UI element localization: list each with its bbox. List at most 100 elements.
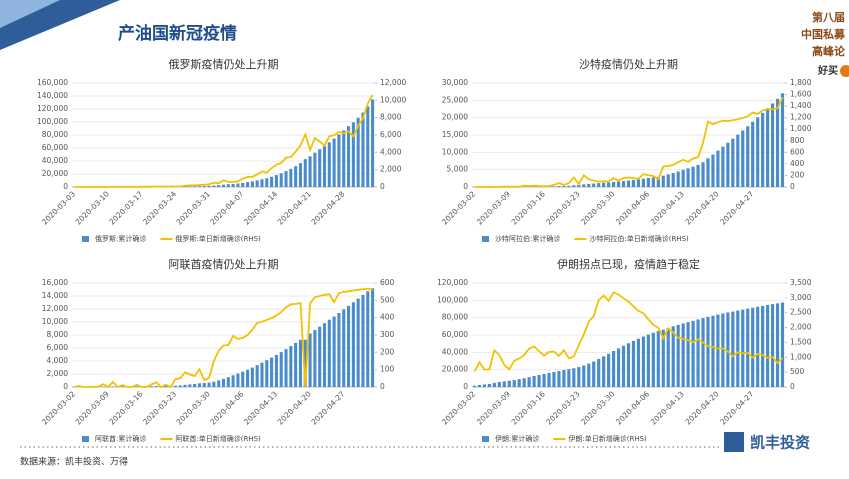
bar [299, 163, 302, 187]
bar [562, 186, 565, 187]
bar [289, 346, 292, 387]
legend-label: 阿联酋:单日新增确诊(RHS) [175, 434, 261, 443]
bar [622, 181, 625, 187]
bar [542, 374, 545, 387]
y2-tick-label: 2,500 [790, 308, 812, 317]
y2-tick-label: 200 [790, 170, 805, 179]
bar [232, 375, 235, 387]
bar [547, 373, 550, 387]
legend-label: 俄罗斯:单日新增确诊(RHS) [175, 234, 261, 243]
bar [260, 363, 263, 387]
x-tick-label: 2020-03-23 [141, 389, 178, 426]
bar [256, 180, 259, 187]
y2-tick-label: 1,000 [790, 352, 812, 361]
bar [179, 385, 182, 387]
bar [602, 356, 605, 387]
source-note: 数据来源：凯丰投资、万得 [20, 456, 128, 468]
bar [198, 186, 201, 187]
bar [299, 340, 302, 387]
bar [582, 184, 585, 187]
bar [691, 321, 694, 387]
x-tick-label: 2020-03-02 [40, 389, 77, 426]
bar [361, 113, 364, 187]
x-tick-label: 2020-04-20 [684, 389, 721, 426]
side-text: 第八届 [812, 10, 845, 24]
y2-tick-label: 800 [790, 136, 805, 145]
bar [562, 370, 565, 387]
bar [736, 135, 739, 187]
bar [667, 174, 670, 187]
y2-tick-label: 400 [380, 313, 395, 322]
bar [174, 386, 177, 387]
bar [617, 182, 620, 187]
chart-title: 阿联酋疫情仍处上升期 [169, 257, 279, 271]
bar [741, 130, 744, 187]
x-tick-label: 2020-04-13 [649, 389, 686, 426]
bar [294, 343, 297, 387]
bar [691, 167, 694, 187]
bar [208, 383, 211, 387]
x-tick-label: 2020-04-20 [684, 189, 721, 226]
bar [371, 99, 374, 187]
y2-tick-label: 3,000 [790, 293, 812, 302]
bar [203, 186, 206, 187]
bar [627, 343, 630, 387]
x-tick-label: 2020-03-24 [141, 189, 178, 226]
bar [701, 318, 704, 387]
chart-title: 沙特疫情仍处上升期 [579, 57, 678, 71]
y2-tick-label: 12,000 [380, 78, 406, 87]
bar [236, 374, 239, 387]
bar [347, 306, 350, 387]
bar [721, 314, 724, 387]
bar [333, 317, 336, 387]
bar [150, 386, 153, 387]
bar [265, 178, 268, 187]
bar [121, 386, 124, 387]
x-tick-label: 2020-04-21 [276, 189, 313, 226]
bar [602, 183, 605, 187]
legend-label: 俄罗斯:累计确诊 [95, 234, 146, 243]
bar [776, 303, 779, 387]
y-tick-label: 5,000 [447, 165, 469, 174]
bar [622, 346, 625, 387]
y-tick-label: 0 [63, 382, 68, 391]
bar [716, 151, 719, 187]
x-tick-label: 2020-03-02 [440, 189, 477, 226]
bar [682, 323, 685, 387]
bar [203, 383, 206, 387]
logo-text: 凯丰投资 [750, 434, 810, 452]
bar [289, 169, 292, 187]
x-tick-label: 2020-04-13 [242, 389, 279, 426]
bar [766, 305, 769, 387]
bar [632, 180, 635, 187]
bar [227, 377, 230, 387]
y2-tick-label: 1,400 [790, 101, 812, 110]
bar [711, 316, 714, 387]
bar [478, 385, 481, 387]
bar [781, 93, 784, 187]
legend-label: 沙特阿拉伯:单日新增确诊(RHS) [589, 234, 689, 243]
bar [333, 139, 336, 187]
bar [183, 385, 186, 387]
bar [304, 159, 307, 187]
y2-tick-label: 100 [380, 365, 395, 374]
bar [587, 364, 590, 387]
bar [246, 370, 249, 387]
bar [667, 328, 670, 387]
bar [241, 183, 244, 187]
bar [309, 333, 312, 387]
bar [212, 185, 215, 187]
bar [193, 384, 196, 387]
x-tick-label: 2020-03-03 [40, 189, 77, 226]
bar [217, 185, 220, 187]
bar [687, 322, 690, 387]
y2-tick-label: 600 [380, 278, 395, 287]
bar [552, 372, 555, 387]
y-tick-label: 15,000 [442, 130, 468, 139]
x-tick-label: 2020-03-16 [510, 389, 547, 426]
bar [637, 339, 640, 387]
y-tick-label: 120,000 [437, 278, 468, 287]
bar [627, 180, 630, 187]
x-tick-label: 2020-03-30 [579, 189, 616, 226]
